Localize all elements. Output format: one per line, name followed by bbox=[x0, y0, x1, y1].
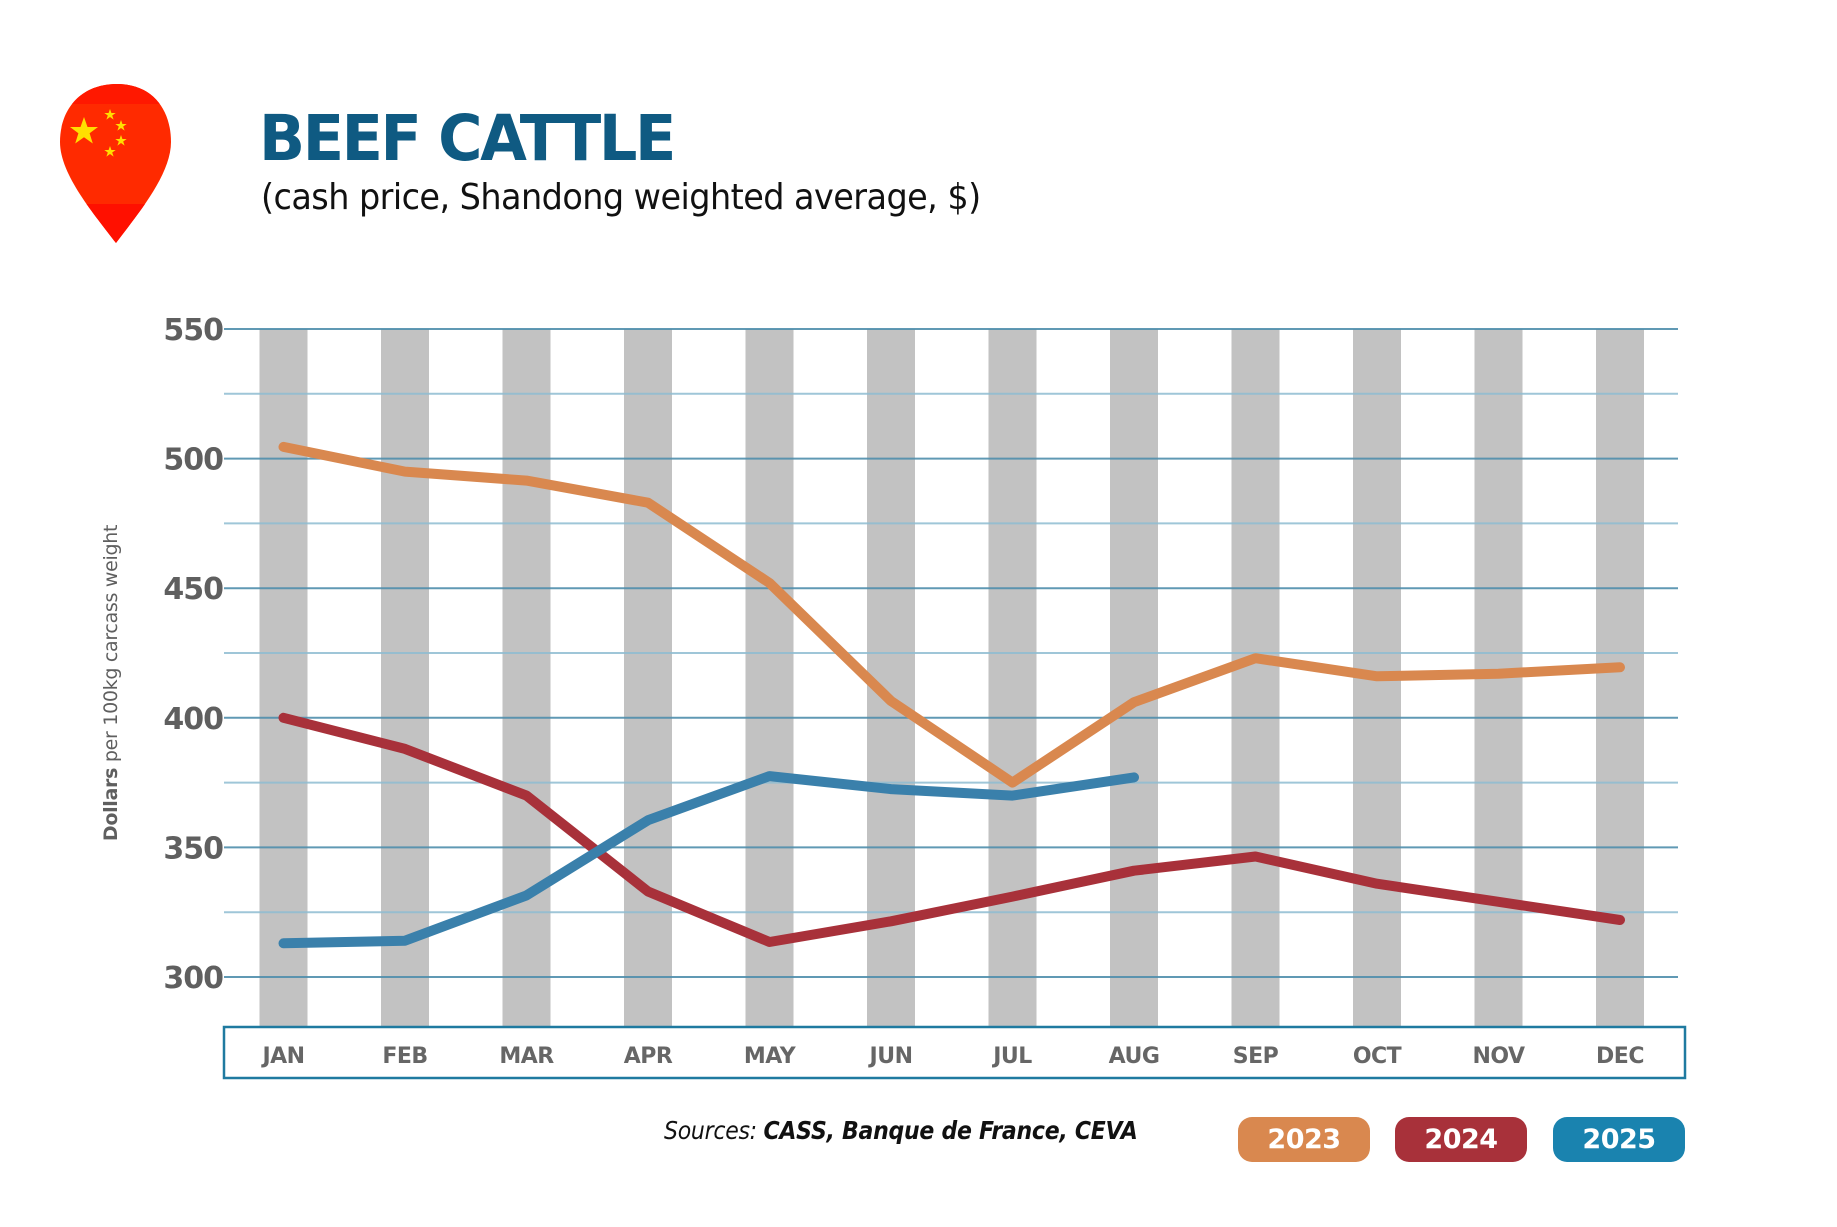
series-line-2023 bbox=[278, 441, 1625, 788]
month-band-dec bbox=[1596, 329, 1644, 1027]
month-band-feb bbox=[381, 329, 429, 1027]
legend-label-2023: 2023 bbox=[1267, 1124, 1341, 1155]
series-line-2024 bbox=[278, 712, 1625, 947]
month-band-sep bbox=[1231, 329, 1280, 1027]
y-tick-label: 350 bbox=[163, 831, 223, 866]
month-band-apr bbox=[624, 329, 672, 1027]
y-tick-labels: 300 350 400 450 500 550 bbox=[163, 313, 224, 996]
month-band-aug bbox=[1110, 329, 1158, 1027]
x-tick-label: APR bbox=[624, 1044, 673, 1069]
y-axis-label-rest: per 100kg carcass weight bbox=[100, 524, 122, 768]
y-axis-label-bold: Dollars bbox=[100, 767, 122, 842]
y-tick-label: 400 bbox=[163, 702, 223, 737]
x-tick-label: MAY bbox=[744, 1044, 797, 1069]
x-tick-label: JUN bbox=[868, 1044, 913, 1069]
month-band-jan bbox=[259, 329, 308, 1027]
x-axis-box bbox=[222, 1025, 1687, 1080]
gridlines bbox=[224, 328, 1678, 978]
small-star-icon bbox=[104, 146, 116, 157]
legend-label-2024: 2024 bbox=[1424, 1124, 1498, 1155]
series-lines bbox=[278, 441, 1625, 949]
x-tick-label: DEC bbox=[1596, 1044, 1644, 1069]
x-tick-label: FEB bbox=[382, 1044, 427, 1069]
month-band-jul bbox=[988, 329, 1037, 1027]
x-tick-label: OCT bbox=[1353, 1044, 1402, 1069]
small-star-icon bbox=[115, 135, 127, 146]
y-tick-label: 550 bbox=[163, 313, 223, 348]
large-star-icon bbox=[70, 117, 98, 144]
legend-badge-2024: 2024 bbox=[1395, 1117, 1527, 1162]
x-tick-labels: JAN FEB MAR APR MAY JUN JUL AUG SEP OCT NOV DEC bbox=[260, 1044, 1644, 1069]
series-line-2025 bbox=[278, 771, 1139, 949]
small-star-icon bbox=[115, 120, 127, 131]
month-band-may bbox=[745, 329, 794, 1027]
y-tick-label: 300 bbox=[163, 961, 223, 996]
sources-list: CASS, Banque de France, CEVA bbox=[763, 1116, 1138, 1145]
month-band-mar bbox=[502, 329, 551, 1027]
legend-badge-2025: 2025 bbox=[1553, 1117, 1685, 1162]
sources-prefix: Sources: bbox=[664, 1116, 764, 1145]
chart-title: BEEF CATTLE bbox=[259, 102, 676, 175]
legend-badge-2023: 2023 bbox=[1238, 1117, 1370, 1162]
month-band-jun bbox=[867, 329, 915, 1027]
x-tick-label: NOV bbox=[1472, 1044, 1525, 1069]
legend-label-2025: 2025 bbox=[1582, 1124, 1656, 1155]
y-axis-label: Dollars per 100kg carcass weight bbox=[100, 525, 122, 841]
x-tick-label: AUG bbox=[1109, 1044, 1160, 1069]
x-tick-label: JUL bbox=[991, 1044, 1032, 1069]
x-tick-label: JAN bbox=[260, 1044, 304, 1069]
china-flag-map-pin-icon bbox=[60, 84, 171, 243]
x-tick-label: MAR bbox=[499, 1044, 554, 1069]
y-tick-label: 450 bbox=[163, 572, 223, 607]
sources-note: Sources: CASS, Banque de France, CEVA bbox=[664, 1116, 1138, 1145]
chart-subtitle: (cash price, Shandong weighted average, … bbox=[261, 177, 981, 218]
y-tick-label: 500 bbox=[163, 443, 223, 478]
small-star-icon bbox=[104, 109, 116, 120]
x-tick-label: SEP bbox=[1233, 1044, 1279, 1069]
